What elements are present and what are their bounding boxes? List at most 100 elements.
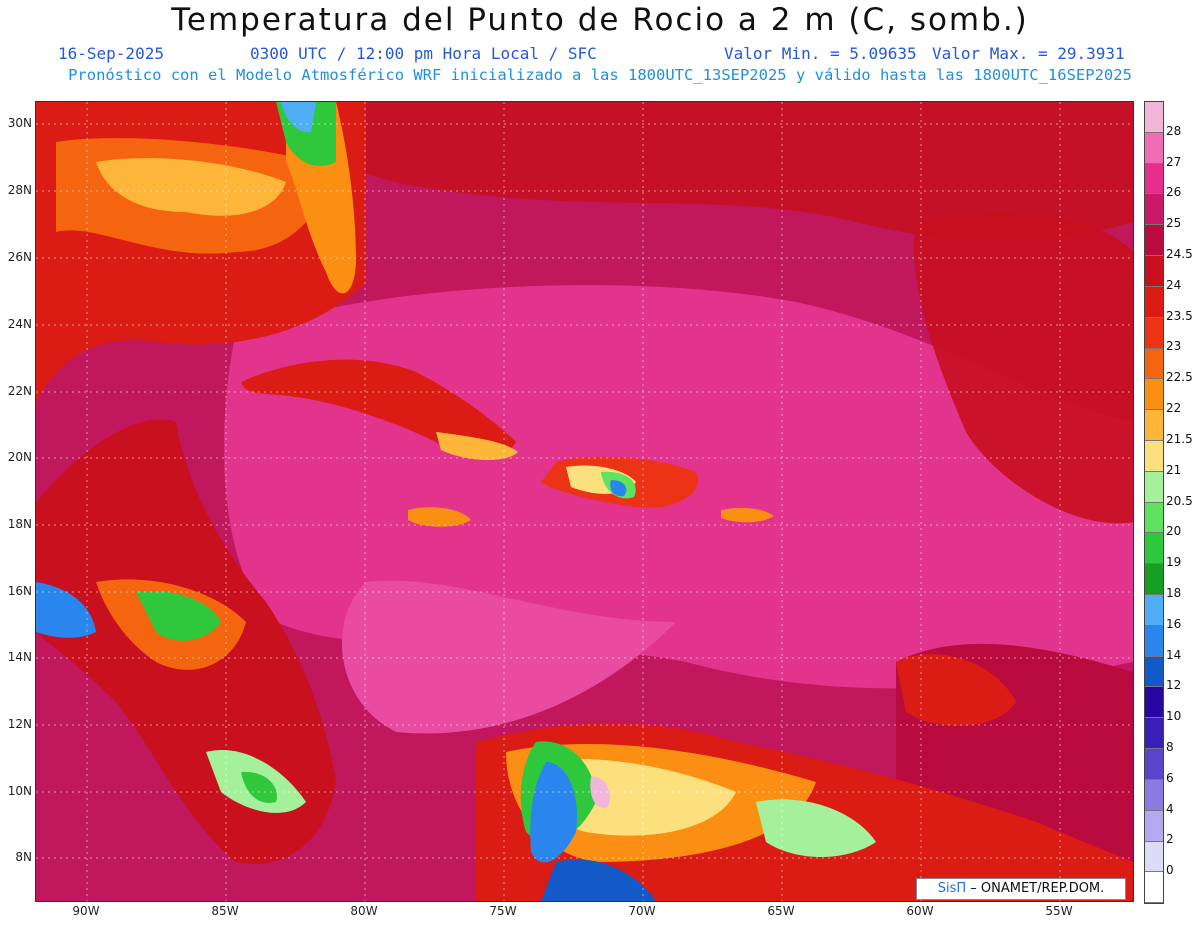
warm-ocean-region — [342, 580, 676, 734]
lat-label-24n: 24N — [7, 317, 32, 331]
colorbar-label: 16 — [1166, 616, 1182, 631]
colorbar-swatch — [1145, 564, 1163, 595]
model-info: Pronóstico con el Modelo Atmosférico WRF… — [68, 66, 1132, 84]
colorbar-swatch — [1145, 440, 1163, 472]
colorbar-label: 10 — [1166, 709, 1182, 724]
colorbar-swatch — [1145, 317, 1163, 349]
max-value: Valor Max. = 29.3931 — [932, 44, 1125, 63]
colorbar-swatch — [1145, 256, 1163, 287]
colorbar-swatch — [1145, 718, 1163, 750]
colorbar-swatch — [1145, 471, 1163, 503]
lesser-antilles — [896, 654, 1016, 726]
sispi-logo: SisΠ — [937, 881, 967, 896]
lon-label-70w: 70W — [628, 904, 656, 918]
lat-label-8n: 8N — [15, 850, 32, 864]
lon-label-80w: 80W — [350, 904, 378, 918]
colorbar-swatch — [1145, 595, 1163, 626]
colorbar-swatch — [1145, 379, 1163, 411]
credit-text: – ONAMET/REP.DOM. — [970, 881, 1105, 896]
colorbar — [1144, 101, 1164, 904]
colorbar-label: 20.5 — [1166, 493, 1193, 508]
colorbar-swatch — [1145, 533, 1163, 565]
colorbar-label: 4 — [1166, 801, 1174, 816]
colorbar-swatch — [1145, 687, 1163, 719]
colorbar-swatch — [1145, 841, 1163, 873]
colorbar-label: 21 — [1166, 462, 1182, 477]
lat-label-30n: 30N — [7, 116, 32, 130]
florida-cool — [281, 102, 316, 133]
colorbar-label: 28 — [1166, 123, 1182, 138]
lat-label-20n: 20N — [7, 450, 32, 464]
colorbar-label: 8 — [1166, 739, 1174, 754]
forecast-time: 0300 UTC / 12:00 pm Hora Local / SFC — [250, 44, 597, 63]
colorbar-label: 6 — [1166, 770, 1174, 785]
costa-rica-core — [241, 771, 277, 803]
colorbar-label: 0 — [1166, 863, 1174, 878]
colorbar-label: 27 — [1166, 154, 1182, 169]
lon-label-85w: 85W — [211, 904, 239, 918]
puerto-rico — [721, 508, 774, 523]
colorbar-label: 12 — [1166, 678, 1182, 693]
colorbar-swatch — [1145, 872, 1163, 904]
colorbar-swatch — [1145, 779, 1163, 811]
colorbar-label: 14 — [1166, 647, 1182, 662]
colorbar-swatch — [1145, 102, 1163, 133]
lon-label-75w: 75W — [489, 904, 517, 918]
colorbar-label: 22.5 — [1166, 370, 1193, 385]
venezuela-green — [756, 799, 876, 857]
andes-blue — [541, 859, 656, 901]
colorbar-label: 23 — [1166, 339, 1182, 354]
colorbar-label: 25 — [1166, 216, 1182, 231]
colorbar-label: 2 — [1166, 832, 1174, 847]
cuba — [241, 359, 516, 456]
min-value: Valor Min. = 5.09635 — [724, 44, 917, 63]
colorbar-swatch — [1145, 625, 1163, 657]
lon-label-65w: 65W — [767, 904, 795, 918]
colorbar-swatch — [1145, 286, 1163, 318]
lat-label-10n: 10N — [7, 784, 32, 798]
hispaniola-blue — [610, 480, 627, 497]
colorbar-label: 18 — [1166, 585, 1182, 600]
credit-box: SisΠ – ONAMET/REP.DOM. — [916, 878, 1126, 900]
colorbar-swatch — [1145, 348, 1163, 380]
colorbar-label: 20 — [1166, 524, 1182, 539]
lat-label-28n: 28N — [7, 183, 32, 197]
chart-title: Temperatura del Punto de Rocio a 2 m (C,… — [171, 2, 1029, 38]
colorbar-swatch — [1145, 194, 1163, 226]
colorbar-label: 24.5 — [1166, 247, 1193, 262]
gulf-yellow — [96, 158, 286, 216]
cuba-east — [436, 432, 518, 461]
colorbar-label: 24 — [1166, 277, 1182, 292]
lat-label-22n: 22N — [7, 384, 32, 398]
subtitle-row: 16-Sep-2025 0300 UTC / 12:00 pm Hora Loc… — [0, 44, 1200, 66]
lat-label-26n: 26N — [7, 250, 32, 264]
lat-label-14n: 14N — [7, 650, 32, 664]
lat-label-16n: 16N — [7, 584, 32, 598]
colorbar-swatch — [1145, 132, 1163, 164]
colorbar-label: 19 — [1166, 555, 1182, 570]
colorbar-swatch — [1145, 502, 1163, 534]
colorbar-swatch — [1145, 225, 1163, 257]
colorbar-swatch — [1145, 749, 1163, 780]
forecast-date: 16-Sep-2025 — [58, 44, 164, 63]
colorbar-swatch — [1145, 410, 1163, 441]
lat-label-12n: 12N — [7, 717, 32, 731]
lon-label-60w: 60W — [906, 904, 934, 918]
red-region-east — [914, 212, 1133, 524]
honduras-green — [136, 591, 221, 641]
colorbar-label: 21.5 — [1166, 431, 1193, 446]
jamaica — [408, 507, 471, 527]
map-field — [36, 102, 1133, 901]
colorbar-swatch — [1145, 656, 1163, 688]
colorbar-label: 26 — [1166, 185, 1182, 200]
lon-label-90w: 90W — [72, 904, 100, 918]
sa-blue — [530, 762, 577, 863]
dewpoint-map — [35, 101, 1134, 902]
lon-label-55w: 55W — [1045, 904, 1073, 918]
colorbar-label: 22 — [1166, 401, 1182, 416]
colorbar-swatch — [1145, 810, 1163, 842]
lat-label-18n: 18N — [7, 517, 32, 531]
guatemala-blue — [36, 582, 96, 638]
colorbar-label: 23.5 — [1166, 308, 1193, 323]
colorbar-swatch — [1145, 163, 1163, 195]
